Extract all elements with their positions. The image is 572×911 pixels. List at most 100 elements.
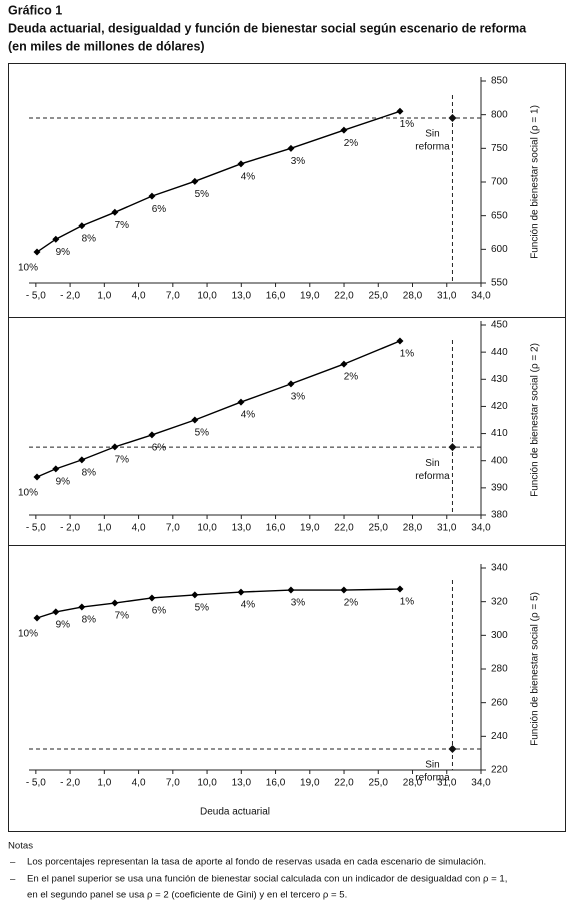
- data-point: [111, 599, 119, 607]
- point-label: 10%: [18, 263, 38, 274]
- point-label: 4%: [241, 410, 256, 421]
- x-tick-label: 13,0: [232, 778, 252, 789]
- point-label: 4%: [241, 171, 256, 182]
- reference-label: Sin: [425, 129, 439, 140]
- point-label: 6%: [152, 443, 167, 454]
- x-tick-label: 4,0: [132, 778, 146, 789]
- y-tick-label: 400: [491, 455, 508, 466]
- point-label: 9%: [56, 620, 71, 631]
- data-point: [396, 107, 404, 115]
- point-label: 5%: [195, 428, 210, 439]
- x-tick-label: 13,0: [232, 291, 252, 302]
- x-tick-label: 34,0: [471, 291, 491, 302]
- x-tick-label: 7,0: [166, 778, 180, 789]
- y-tick-label: 800: [491, 109, 508, 120]
- y-tick-label: 440: [491, 347, 508, 358]
- frame: [8, 63, 566, 832]
- x-tick-label: 34,0: [471, 778, 491, 789]
- data-point: [191, 416, 199, 424]
- x-tick-label: 31,0: [437, 778, 457, 789]
- data-line: [36, 588, 400, 619]
- y-tick-label: 340: [491, 563, 508, 574]
- point-label: 1%: [400, 349, 415, 360]
- note: en el segundo panel se usa ρ = 2 (coefic…: [27, 890, 347, 901]
- x-tick-label: 16,0: [266, 778, 286, 789]
- point-label: 1%: [400, 119, 415, 130]
- x-tick-label: 10,0: [197, 523, 217, 534]
- x-tick-label: 16,0: [266, 523, 286, 534]
- data-point: [52, 465, 60, 473]
- y-tick-label: 650: [491, 210, 508, 221]
- reference-point: [448, 114, 457, 123]
- point-label: 10%: [18, 488, 38, 499]
- x-tick-label: - 5,0: [26, 778, 46, 789]
- y-axis-title: Función de bienestar social (ρ = 5): [530, 592, 541, 746]
- x-tick-label: 28,0: [403, 778, 423, 789]
- data-point: [148, 431, 156, 439]
- y-tick-label: 410: [491, 428, 508, 439]
- data-point: [287, 144, 295, 152]
- x-tick-label: 1,0: [97, 291, 111, 302]
- data-point: [191, 177, 199, 185]
- y-tick-label: 240: [491, 731, 508, 742]
- y-tick-label: 260: [491, 697, 508, 708]
- point-label: 10%: [18, 629, 38, 640]
- point-label: 9%: [56, 247, 71, 258]
- x-tick-label: 34,0: [471, 523, 491, 534]
- point-label: 4%: [241, 600, 256, 611]
- y-axis-title: Función de bienestar social (ρ = 2): [530, 343, 541, 497]
- y-tick-label: 550: [491, 278, 508, 289]
- y-tick-label: 220: [491, 765, 508, 776]
- x-tick-label: 31,0: [437, 291, 457, 302]
- x-tick-label: 25,0: [369, 778, 389, 789]
- y-tick-label: 750: [491, 143, 508, 154]
- x-tick-label: 7,0: [166, 291, 180, 302]
- point-label: 8%: [82, 615, 97, 626]
- x-tick-label: 10,0: [197, 778, 217, 789]
- point-label: 3%: [291, 392, 306, 403]
- x-tick-label: 19,0: [300, 523, 320, 534]
- point-label: 6%: [152, 606, 167, 617]
- y-tick-label: 600: [491, 244, 508, 255]
- y-tick-label: 380: [491, 510, 508, 521]
- data-point: [340, 586, 348, 594]
- note-dash: –: [10, 857, 16, 868]
- data-point: [287, 380, 295, 388]
- data-point: [52, 608, 60, 616]
- x-tick-label: 13,0: [232, 523, 252, 534]
- chart-title: Deuda actuarial, desigualdad y función d…: [8, 21, 527, 35]
- data-point: [237, 588, 245, 596]
- point-label: 8%: [82, 468, 97, 479]
- x-tick-label: 22,0: [334, 523, 354, 534]
- x-tick-label: - 2,0: [60, 523, 80, 534]
- data-point: [33, 248, 41, 256]
- data-point: [33, 473, 41, 481]
- note: En el panel superior se usa una función …: [27, 874, 507, 885]
- reference-label: reforma: [415, 142, 450, 153]
- x-tick-label: 25,0: [369, 523, 389, 534]
- data-point: [340, 126, 348, 134]
- data-line: [36, 110, 401, 253]
- note: Los porcentajes representan la tasa de a…: [27, 857, 486, 868]
- y-tick-label: 320: [491, 596, 508, 607]
- point-label: 2%: [344, 598, 359, 609]
- data-point: [148, 192, 156, 200]
- y-tick-label: 300: [491, 630, 508, 641]
- data-point: [287, 586, 295, 594]
- x-tick-label: 1,0: [97, 778, 111, 789]
- x-tick-label: 19,0: [300, 291, 320, 302]
- x-tick-label: 19,0: [300, 778, 320, 789]
- chart-subtitle: (en miles de millones de dólares): [8, 39, 205, 53]
- x-tick-label: 4,0: [132, 291, 146, 302]
- figure-label: Gráfico 1: [8, 3, 62, 17]
- data-point: [78, 603, 86, 611]
- point-label: 7%: [115, 455, 130, 466]
- y-axis-title: Función de bienestar social (ρ = 1): [530, 105, 541, 259]
- x-tick-label: 16,0: [266, 291, 286, 302]
- x-tick-label: - 5,0: [26, 291, 46, 302]
- notes-title: Notas: [8, 841, 33, 852]
- data-point: [78, 456, 86, 464]
- x-tick-label: 7,0: [166, 523, 180, 534]
- data-point: [78, 222, 86, 230]
